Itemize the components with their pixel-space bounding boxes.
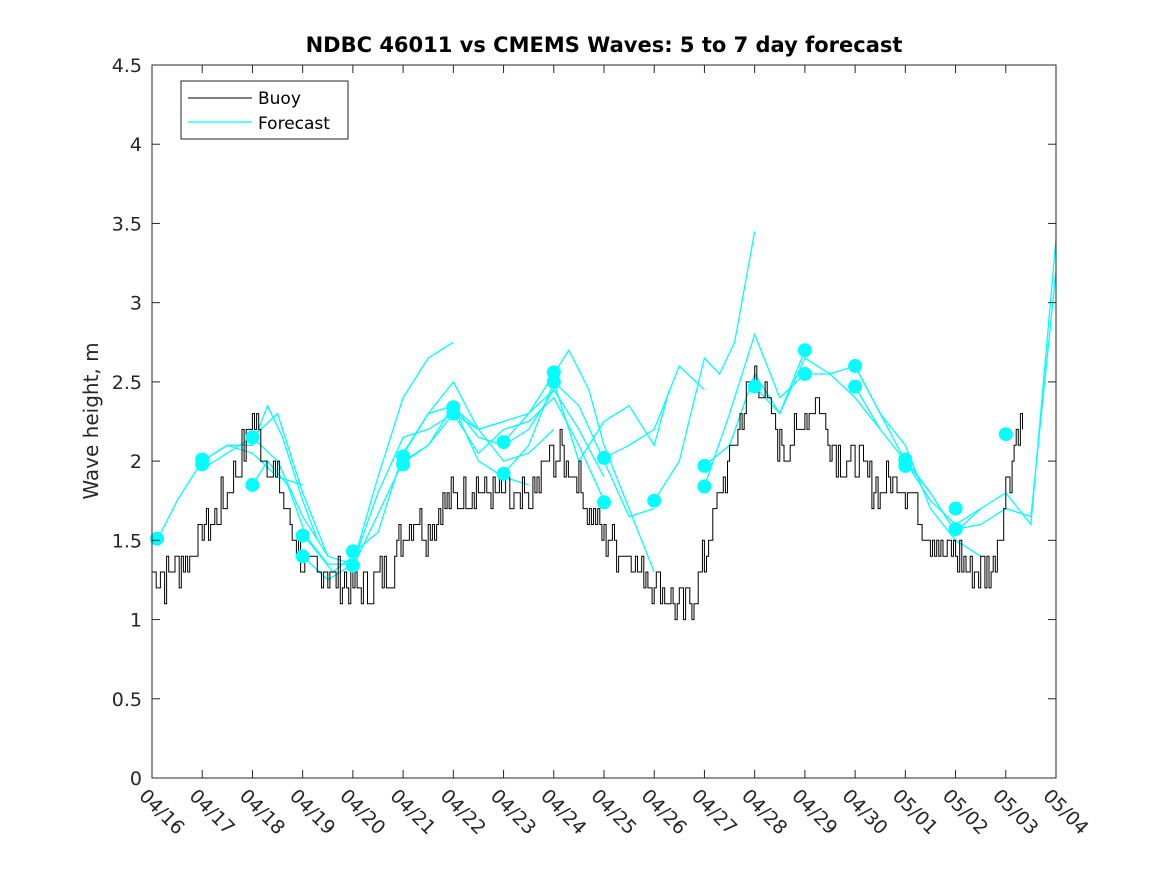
y-tick-label: 0	[130, 768, 142, 790]
y-tick-label: 1	[130, 610, 142, 632]
y-axis-ticks: 0 0.5 1 1.5 2 2.5 3 3.5 4 4.5	[112, 55, 1056, 790]
forecast-marker	[546, 374, 561, 389]
forecast-marker	[195, 457, 210, 472]
legend-box	[180, 80, 349, 140]
buoy-line	[152, 365, 1023, 621]
y-tick-label: 2	[130, 451, 142, 473]
forecast-line	[603, 364, 705, 459]
forecast-line	[553, 381, 670, 463]
forecast-marker	[797, 367, 812, 381]
forecast-line	[904, 239, 1057, 534]
forecast-marker	[697, 479, 712, 494]
forecast-line	[503, 348, 655, 573]
forecast-marker	[245, 477, 260, 492]
legend-buoy-label: Buoy	[258, 89, 301, 109]
forecast-marker	[647, 493, 662, 508]
forecast-marker	[496, 466, 511, 481]
y-tick-label: 3	[130, 293, 142, 315]
forecast-marker	[597, 450, 611, 465]
forecast-marker	[345, 558, 360, 573]
forecast-marker	[998, 427, 1013, 442]
y-tick-label: 1.5	[112, 530, 142, 552]
forecast-line	[402, 389, 555, 456]
forecast-marker	[345, 544, 360, 559]
y-tick-label: 3.5	[112, 213, 142, 235]
forecast-line	[251, 460, 354, 573]
forecast-line	[703, 332, 806, 487]
y-tick-label: 0.5	[112, 689, 142, 711]
forecast-marker	[150, 531, 164, 546]
forecast-marker	[797, 343, 812, 358]
y-tick-label: 4	[130, 134, 142, 156]
y-axis-label: Wave height, m	[79, 342, 103, 499]
forecast-marker	[697, 458, 712, 473]
forecast-line	[201, 404, 319, 541]
forecast-marker	[597, 495, 611, 510]
legend-forecast-label: Forecast	[258, 114, 330, 134]
forecast-line	[251, 412, 354, 565]
forecast-marker	[948, 522, 963, 537]
forecast-marker	[898, 458, 913, 473]
forecast-marker	[747, 379, 762, 394]
forecast-marker	[948, 501, 963, 516]
forecast-marker	[396, 457, 411, 472]
forecast-marker	[245, 430, 260, 445]
forecast-line	[503, 380, 655, 518]
forecast-marker	[848, 359, 863, 373]
y-tick-label: 4.5	[112, 55, 142, 77]
forecast-line	[201, 436, 329, 557]
forecast-marker	[295, 549, 310, 564]
series-layer	[152, 231, 1057, 621]
forecast-marker	[496, 435, 511, 450]
forecast-line	[452, 396, 605, 501]
forecast-line	[754, 357, 881, 430]
forecast-marker	[295, 528, 310, 543]
legend: Buoy Forecast	[180, 80, 349, 140]
y-tick-label: 2.5	[112, 372, 142, 394]
chart-title: NDBC 46011 vs CMEMS Waves: 5 to 7 day fo…	[306, 33, 903, 57]
marker-layer	[150, 343, 1013, 573]
forecast-marker	[446, 406, 461, 421]
forecast-line	[302, 341, 454, 565]
forecast-marker	[848, 379, 863, 394]
forecast-line	[854, 386, 982, 526]
forecast-line	[653, 231, 756, 502]
